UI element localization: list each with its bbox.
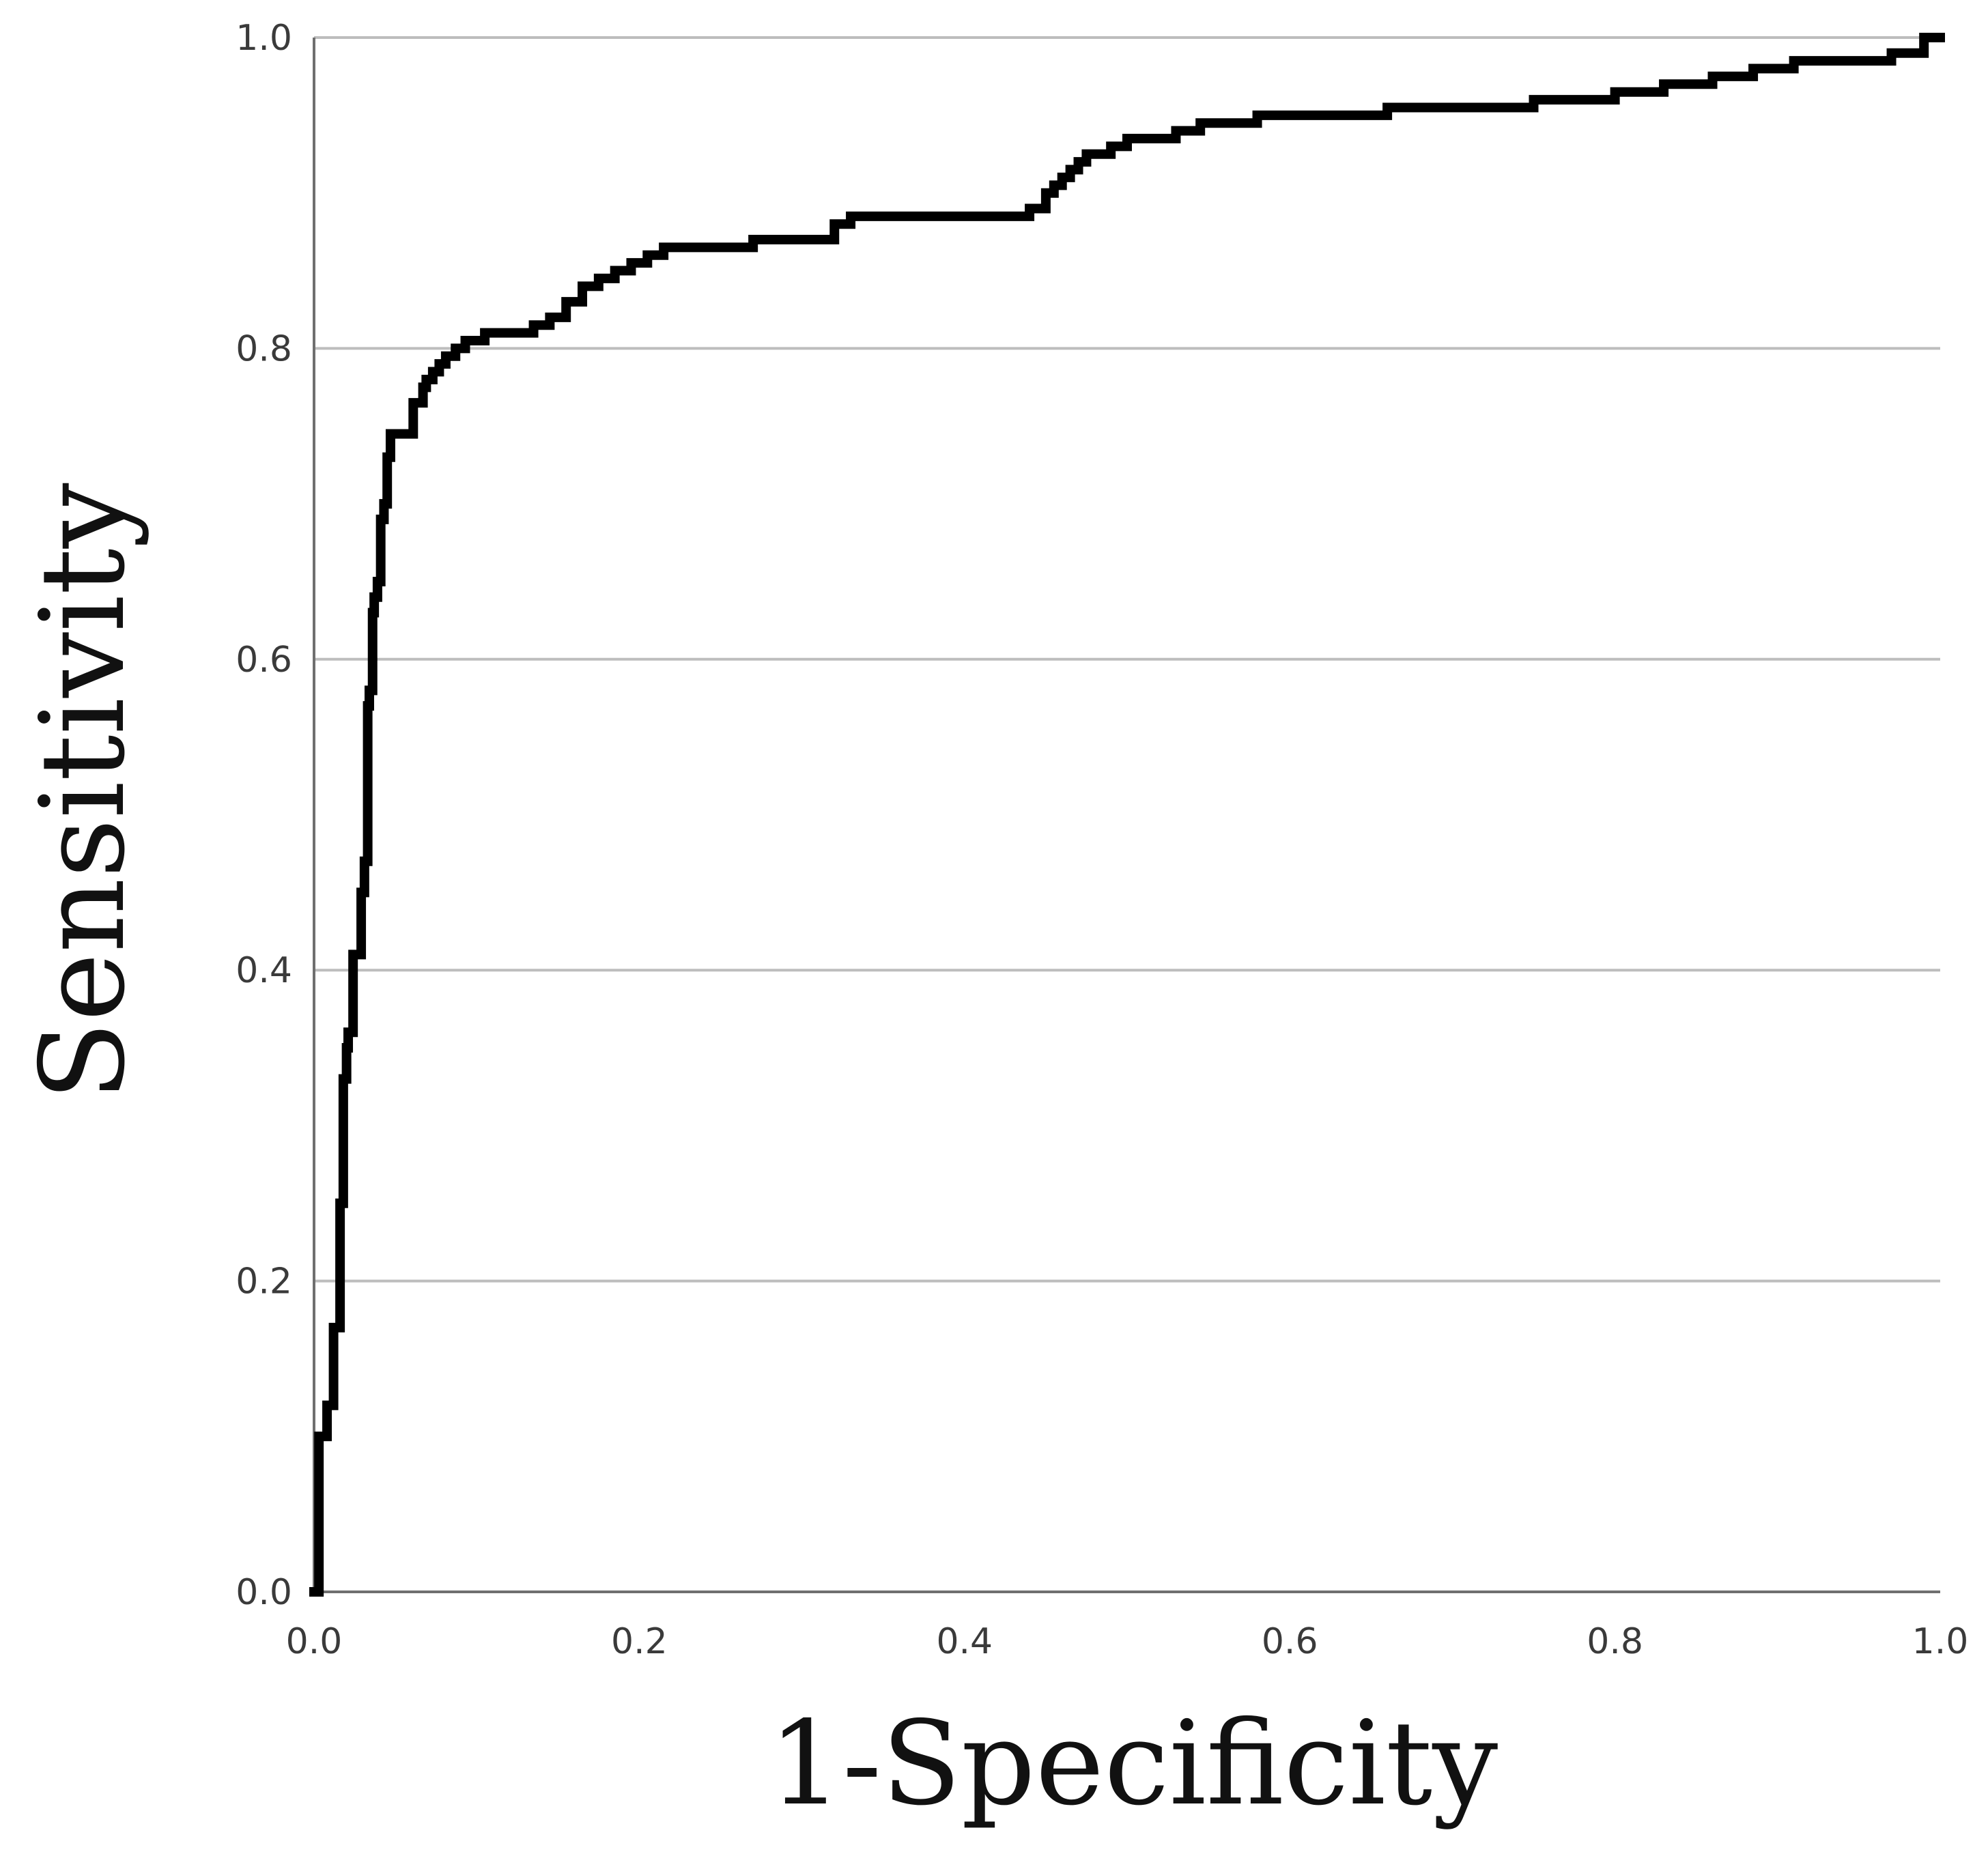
plot-area <box>309 33 1945 1597</box>
x-tick-label: 0.8 <box>1587 1621 1643 1662</box>
y-tick-label: 0.0 <box>236 1572 292 1613</box>
x-tick-label: 0.2 <box>611 1621 668 1662</box>
x-axis-title: 1-Specificity <box>769 1696 1498 1831</box>
y-tick-label: 0.6 <box>236 640 292 681</box>
y-axis-title: Sensitivity <box>16 483 151 1101</box>
y-tick-label: 1.0 <box>236 18 292 59</box>
grid-lines <box>314 36 1940 1283</box>
roc-curve <box>309 33 1945 1597</box>
x-tick-label: 1.0 <box>1912 1621 1969 1662</box>
x-tick-label: 0.0 <box>286 1621 343 1662</box>
x-tick-label: 0.4 <box>936 1621 993 1662</box>
tick-labels: 0.0 0.2 0.4 0.6 0.8 1.0 0.0 0.2 0.4 0.6 0.8 1.0 <box>236 18 1968 1662</box>
y-tick-label: 0.2 <box>236 1261 292 1302</box>
x-tick-label: 0.6 <box>1262 1621 1318 1662</box>
axes <box>313 38 1940 1593</box>
y-tick-label: 0.4 <box>236 950 292 991</box>
y-tick-label: 0.8 <box>236 328 292 369</box>
